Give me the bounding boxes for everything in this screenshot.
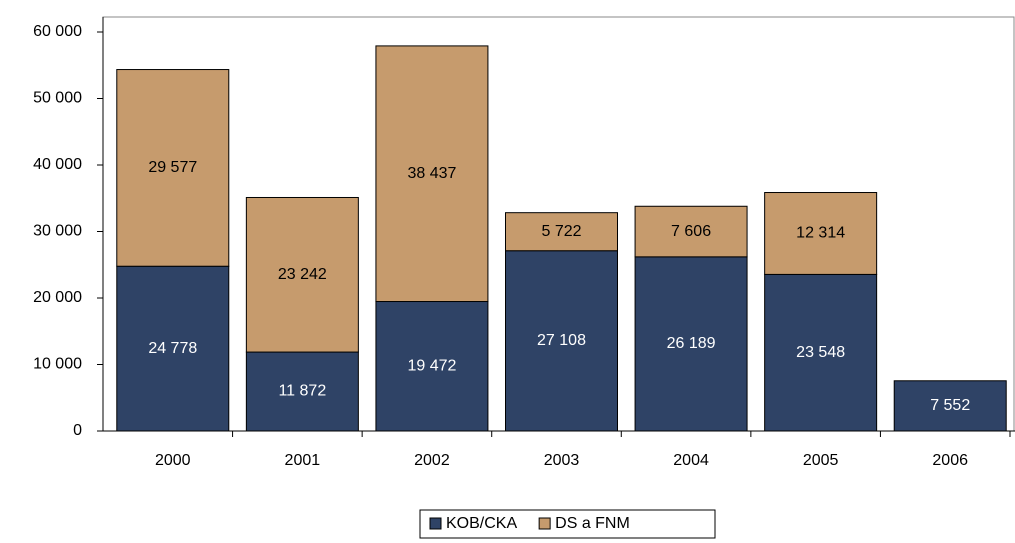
bar-segment bbox=[764, 192, 878, 275]
legend-label: DS a FNM bbox=[555, 515, 630, 532]
data-label: 24 778 bbox=[148, 340, 197, 357]
data-label: 5 722 bbox=[541, 223, 581, 240]
y-tick-label: 40 000 bbox=[33, 156, 82, 173]
bar-segment bbox=[893, 380, 1007, 432]
y-tick-label: 10 000 bbox=[33, 356, 82, 373]
data-label: 11 872 bbox=[278, 383, 326, 400]
data-label: 7 552 bbox=[930, 397, 970, 414]
data-label: 29 577 bbox=[148, 159, 197, 176]
bar-segment bbox=[634, 205, 748, 258]
y-tick-label: 20 000 bbox=[33, 289, 82, 306]
legend-box bbox=[419, 509, 716, 539]
data-label: 7 606 bbox=[671, 223, 711, 240]
legend-marker bbox=[538, 517, 551, 530]
data-label: 23 548 bbox=[796, 344, 845, 361]
y-tick-label: 30 000 bbox=[33, 223, 82, 240]
bar-segment bbox=[505, 212, 618, 252]
x-tick-label: 2005 bbox=[803, 452, 839, 469]
y-tick-label: 50 000 bbox=[33, 90, 82, 107]
x-tick-label: 2006 bbox=[932, 452, 968, 469]
bar-segment bbox=[245, 351, 359, 432]
data-label: 12 314 bbox=[796, 225, 845, 242]
data-label: 23 242 bbox=[278, 266, 327, 283]
x-tick-label: 2002 bbox=[414, 452, 450, 469]
bar-segment bbox=[375, 45, 489, 303]
bar-segment bbox=[634, 256, 748, 432]
y-tick-label: 60 000 bbox=[33, 23, 82, 40]
legend-marker bbox=[429, 517, 442, 530]
y-tick-label: 0 bbox=[73, 422, 82, 439]
x-tick-label: 2001 bbox=[285, 452, 321, 469]
bar-segment bbox=[245, 196, 359, 353]
data-label: 26 189 bbox=[667, 335, 716, 352]
legend-label: KOB/CKA bbox=[446, 515, 517, 532]
bar-segment bbox=[764, 273, 878, 432]
data-label: 38 437 bbox=[407, 165, 456, 182]
data-label: 19 472 bbox=[407, 357, 456, 374]
x-tick-label: 2004 bbox=[673, 452, 709, 469]
x-tick-label: 2000 bbox=[155, 452, 191, 469]
data-label: 27 108 bbox=[537, 332, 586, 349]
bar-segment bbox=[505, 250, 618, 432]
x-tick-label: 2003 bbox=[544, 452, 580, 469]
bar-segment bbox=[116, 265, 230, 432]
bar-segment bbox=[116, 69, 230, 267]
